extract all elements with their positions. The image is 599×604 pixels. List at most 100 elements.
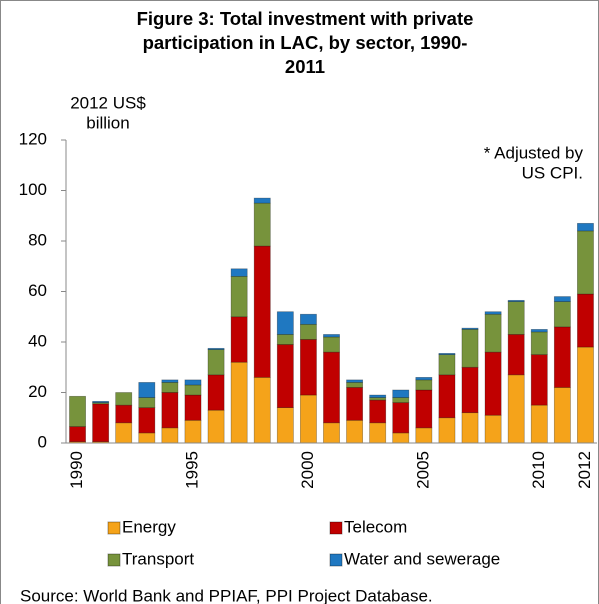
bar-segment: [415, 379, 433, 391]
bar-segment: [415, 377, 433, 381]
legend-label: Water and sewerage: [344, 549, 500, 568]
bar-segment: [92, 403, 110, 443]
y-tick-label: 120: [19, 129, 47, 148]
bar-segment: [553, 387, 571, 444]
bar-segment: [346, 379, 364, 383]
bar-segment: [92, 400, 110, 403]
chart-title: 2011: [285, 56, 325, 77]
legend-label: Energy: [122, 517, 176, 536]
bar-segment: [461, 412, 479, 444]
bar-segment: [392, 397, 410, 403]
bar-segment: [392, 389, 410, 398]
bar-segment: [323, 422, 340, 444]
bar-segment: [161, 427, 179, 444]
bar-segment: [369, 422, 387, 444]
bar-segment: [553, 301, 571, 328]
bar-segment: [461, 329, 479, 368]
x-tick-label: 2012: [575, 451, 594, 489]
bar-segment: [299, 394, 317, 444]
legend-swatch: [107, 521, 121, 535]
bar-segment: [276, 334, 294, 345]
annotation: * Adjusted by: [484, 143, 584, 162]
bar-segment: [184, 394, 202, 421]
bar-segment: [207, 349, 225, 376]
legend-swatch: [329, 521, 343, 535]
legend-label: Transport: [122, 549, 194, 568]
x-tick-label: 1990: [67, 451, 86, 489]
bar-segment: [507, 299, 525, 302]
bar-segment: [207, 347, 225, 350]
y-axis-label: billion: [86, 113, 129, 132]
bar-segment: [299, 339, 317, 396]
bar-segment: [184, 419, 202, 444]
bar-segment: [484, 313, 502, 353]
x-tick-label: 2010: [529, 451, 548, 489]
bar-segment: [507, 301, 525, 335]
chart-title: participation in LAC, by sector, 1990-: [143, 32, 468, 53]
bar-segment: [577, 346, 594, 444]
bar-segment: [276, 311, 294, 335]
bar-segment: [346, 382, 364, 388]
legend-swatch: [107, 553, 121, 567]
bar-segment: [276, 344, 294, 408]
bar-segment: [230, 268, 248, 277]
bar-segment: [253, 197, 271, 204]
bar-segment: [184, 379, 202, 386]
y-tick-label: 0: [38, 432, 47, 451]
bar-segment: [161, 382, 179, 393]
bar-segment: [484, 414, 502, 444]
bar-segment: [161, 392, 179, 429]
source: Source: World Bank and PPIAF, PPI Projec…: [20, 586, 433, 604]
bar-segment: [138, 432, 156, 444]
bar-segment: [415, 427, 433, 444]
bar-segment: [484, 311, 502, 315]
bar-segment: [530, 354, 548, 406]
legend-label: Telecom: [344, 517, 407, 536]
bar-segment: [553, 326, 571, 388]
bar-segment: [369, 397, 387, 401]
bar-segment: [346, 419, 364, 444]
annotation: US CPI.: [522, 163, 583, 182]
bar-segment: [276, 407, 294, 444]
bar-segment: [507, 334, 525, 376]
bar-segment: [530, 329, 548, 333]
bar-segment: [415, 389, 433, 429]
y-axis-label: 2012 US$: [70, 93, 146, 112]
bar-segment: [484, 351, 502, 416]
bar-segment: [461, 327, 479, 330]
bar-segment: [207, 409, 225, 444]
bar-segment: [461, 366, 479, 414]
bar-segment: [253, 202, 271, 247]
bar-segment: [392, 432, 410, 444]
bar-segment: [207, 374, 225, 411]
bar-segment: [346, 387, 364, 421]
bar-segment: [161, 379, 179, 383]
bar-segment: [253, 377, 271, 444]
bar-segment: [438, 374, 456, 419]
y-tick-label: 40: [28, 331, 47, 350]
bar-segment: [369, 399, 387, 424]
bar-segment: [138, 407, 156, 434]
bar-segment: [507, 374, 525, 444]
bar-segment: [323, 336, 340, 353]
bar-segment: [438, 417, 456, 444]
y-tick-label: 60: [28, 281, 47, 300]
y-tick-label: 20: [28, 382, 47, 401]
bar-segment: [230, 361, 248, 444]
bar-segment: [577, 230, 594, 295]
bar-segment: [115, 404, 133, 424]
bar-segment: [577, 222, 594, 232]
bar-segment: [230, 276, 248, 318]
bar-segment: [299, 323, 317, 340]
bar-segment: [369, 394, 387, 398]
bar-segment: [253, 245, 271, 378]
x-tick-label: 2005: [413, 451, 432, 489]
bar-segment: [115, 392, 133, 406]
y-tick-label: 80: [28, 230, 47, 249]
bar-segment: [530, 331, 548, 355]
x-tick-label: 2000: [298, 451, 317, 489]
bar-segment: [323, 351, 340, 424]
chart-title: Figure 3: Total investment with private: [137, 8, 474, 29]
legend-swatch: [329, 553, 343, 567]
